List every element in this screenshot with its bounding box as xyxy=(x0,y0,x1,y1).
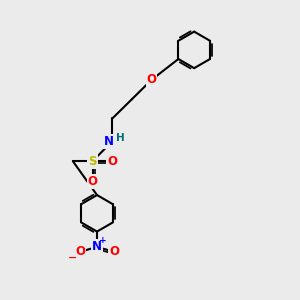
Text: S: S xyxy=(88,155,97,168)
Text: N: N xyxy=(104,135,114,148)
Text: O: O xyxy=(107,155,117,168)
Text: −: − xyxy=(68,253,77,263)
Text: N: N xyxy=(92,240,102,254)
Text: O: O xyxy=(88,175,98,188)
Text: O: O xyxy=(75,245,85,258)
Text: +: + xyxy=(99,236,107,245)
Text: O: O xyxy=(109,245,119,258)
Text: H: H xyxy=(116,133,125,143)
Text: O: O xyxy=(146,74,157,86)
